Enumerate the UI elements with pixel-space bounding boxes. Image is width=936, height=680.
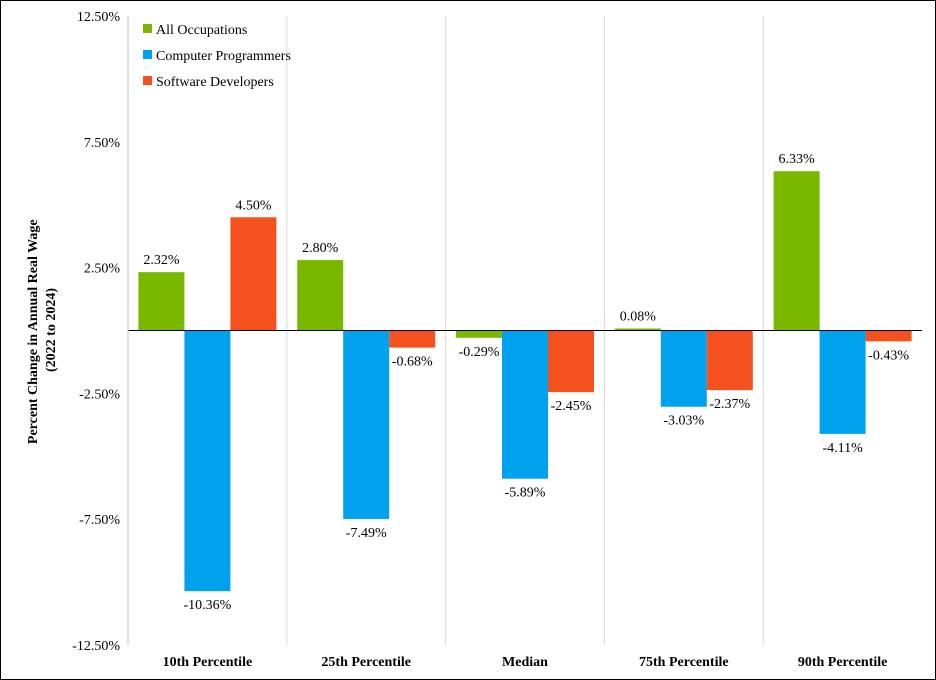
data-label: -2.45% [551,399,592,414]
bar [389,330,436,348]
data-labels: 2.32% -10.36% 4.50% 2.80% -7.49% -0.68% -0.29%… [143,152,909,613]
x-axis-categories: 10th Percentile 25th Percentile Median 75th… [163,655,888,670]
y-axis-title-line2: (2022 to 2024) [44,288,59,372]
bar [184,330,231,592]
bar [138,272,185,331]
y-tick-label: 2.50% [84,262,121,277]
bar [819,330,866,434]
y-tick-label: 7.50% [84,136,121,151]
bar [502,330,548,479]
data-label: -4.11% [822,441,863,456]
y-axis-ticks: 12.50% 7.50% 2.50% -2.50% -7.50% -12.50% [72,10,120,654]
bar [706,330,753,391]
bar [865,330,912,342]
x-category-label: 10th Percentile [163,655,253,670]
y-tick-label: -12.50% [72,639,120,654]
data-label: -2.37% [709,397,750,412]
y-tick-label: 12.50% [77,10,121,25]
y-axis-title: Percent Change in Annual Real Wage (2022… [26,216,59,444]
legend-label: Computer Programmers [156,49,291,64]
data-label: 4.50% [235,198,272,213]
bars-group [138,171,912,592]
x-category-label: 25th Percentile [321,655,411,670]
legend-swatch [143,50,152,59]
data-label: -0.43% [868,348,909,363]
legend-label: Software Developers [156,75,274,90]
bar [297,260,344,331]
y-tick-label: -2.50% [79,387,120,402]
data-label: 2.32% [143,253,180,268]
bar [343,330,390,519]
data-label: -3.03% [663,414,704,429]
legend-swatch [143,76,152,85]
data-label: -10.36% [183,598,231,613]
y-tick-label: -7.50% [79,513,120,528]
legend-label: All Occupations [156,23,247,38]
bar [456,330,502,338]
x-category-label: 90th Percentile [798,655,888,670]
data-label: 0.08% [620,309,657,324]
data-label: -0.68% [392,355,433,370]
data-label: -5.89% [505,486,546,501]
data-label: -7.49% [346,526,387,541]
bar [614,328,661,331]
x-category-label: Median [502,655,548,670]
y-axis-title-line1: Percent Change in Annual Real Wage [26,219,41,444]
bar [773,171,820,331]
data-label: 6.33% [779,152,816,167]
bar [548,330,594,393]
legend: All Occupations Computer Programmers Softw… [143,23,291,90]
x-category-label: 75th Percentile [639,655,729,670]
data-label: -0.29% [459,345,500,360]
bar [230,217,277,331]
legend-swatch [143,24,152,33]
data-label: 2.80% [302,241,339,256]
bar [660,330,707,407]
